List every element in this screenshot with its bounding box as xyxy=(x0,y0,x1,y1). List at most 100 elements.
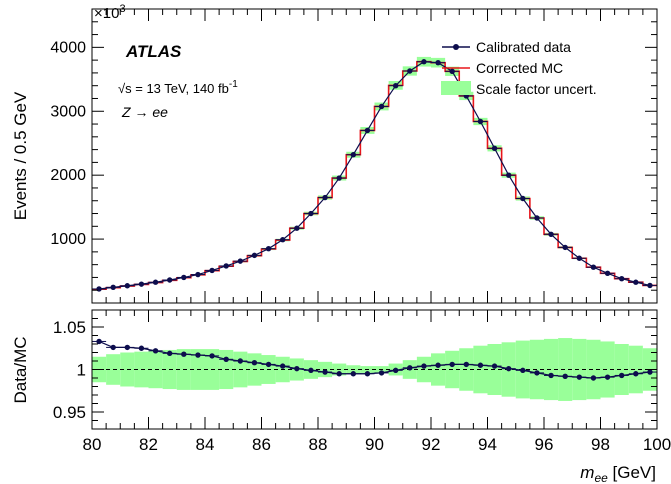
legend-data-marker xyxy=(453,44,459,50)
ratio-point xyxy=(251,360,258,366)
x-tick-label: 96 xyxy=(535,435,554,454)
x-tick-label: 82 xyxy=(139,435,158,454)
ratio-point xyxy=(633,371,639,377)
ratio-point xyxy=(421,363,427,369)
data-point xyxy=(166,277,173,283)
data-point xyxy=(251,252,258,259)
ratio-point xyxy=(209,353,215,359)
data-point xyxy=(209,267,215,274)
x-tick-label: 88 xyxy=(309,435,328,454)
data-point xyxy=(265,245,272,252)
exponent-label: ×103 xyxy=(94,3,126,22)
ratio-point xyxy=(505,365,512,372)
main-panel: 1000 2000 3000 4000 xyxy=(50,8,658,304)
process-label: Z → ee xyxy=(121,104,168,120)
x-tick-label: 94 xyxy=(478,435,497,454)
ratio-point xyxy=(138,345,145,351)
ratio-y-axis-label: Data/MC xyxy=(11,336,30,403)
data-point xyxy=(449,68,455,75)
data-point xyxy=(562,244,568,251)
ratio-point xyxy=(392,367,399,374)
ratio-point xyxy=(96,338,102,345)
ratio-point xyxy=(294,365,300,372)
atlas-label: ATLAS xyxy=(125,42,182,61)
x-tick-label: 86 xyxy=(252,435,271,454)
ratio-point xyxy=(618,372,625,379)
ratio-point xyxy=(237,358,244,364)
data-point xyxy=(237,258,244,264)
data-connect-line xyxy=(98,61,651,290)
data-point xyxy=(576,255,583,261)
ratio-point xyxy=(322,369,328,375)
x-tick-label: 98 xyxy=(591,435,610,454)
data-point xyxy=(534,215,540,221)
ratio-point xyxy=(181,351,187,357)
ratio-point xyxy=(449,361,455,368)
ratio-y-tick-label: 1 xyxy=(77,361,86,380)
ratio-point xyxy=(435,362,441,368)
ratio-band-bin xyxy=(628,345,643,394)
ratio-y-tick-label: 0.95 xyxy=(53,403,86,422)
ratio-point xyxy=(336,371,342,377)
ratio-point xyxy=(378,370,385,376)
x-tick-label: 80 xyxy=(83,435,102,454)
ratio-point xyxy=(491,363,498,369)
ratio-point xyxy=(534,370,540,376)
ratio-band-bin xyxy=(558,338,573,401)
energy-label: √s = 13 TeV, 140 fb-1 xyxy=(118,79,238,96)
legend-mc-label: Corrected MC xyxy=(476,60,563,76)
ratio-point xyxy=(407,365,413,371)
ratio-point xyxy=(520,367,526,374)
x-tick-label: 84 xyxy=(196,435,215,454)
data-point xyxy=(477,118,484,125)
data-point xyxy=(604,270,611,276)
legend-data-label: Calibrated data xyxy=(476,39,571,55)
data-point xyxy=(350,152,357,158)
data-point xyxy=(181,274,187,281)
legend-band-swatch xyxy=(441,81,471,95)
ratio-point xyxy=(477,362,484,368)
top-y-tick-label: 4000 xyxy=(50,39,86,56)
data-point xyxy=(378,103,385,110)
data-point xyxy=(152,279,159,285)
ratio-point xyxy=(166,350,173,357)
x-tick-label: 92 xyxy=(422,435,441,454)
ratio-point xyxy=(576,374,583,380)
ratio-point xyxy=(124,344,131,351)
data-point xyxy=(336,175,342,181)
x-axis-label: mee [GeV] xyxy=(580,463,656,484)
ratio-band-bin xyxy=(614,344,629,395)
ratio-point xyxy=(195,352,201,358)
data-point xyxy=(110,284,116,291)
data-point xyxy=(421,59,427,65)
ratio-point xyxy=(152,348,159,354)
ratio-point xyxy=(110,344,116,351)
data-point xyxy=(392,82,399,89)
top-y-tick-label: 1000 xyxy=(50,231,86,248)
data-point xyxy=(590,264,597,270)
data-point xyxy=(520,195,526,202)
ratio-point xyxy=(265,361,272,368)
data-point xyxy=(491,145,498,152)
data-point xyxy=(195,271,201,278)
ratio-band-bin xyxy=(544,338,559,401)
ratio-point xyxy=(647,369,653,375)
ratio-point xyxy=(223,356,229,362)
x-tick-label: 90 xyxy=(365,435,384,454)
ratio-band-bin xyxy=(600,341,615,398)
data-point xyxy=(647,282,653,289)
top-y-axis-label: Events / 0.5 GeV xyxy=(11,91,30,220)
ratio-point xyxy=(548,372,554,379)
data-point xyxy=(633,279,639,285)
ratio-point xyxy=(279,363,286,369)
legend: Calibrated data Corrected MC Scale facto… xyxy=(441,39,597,97)
data-point xyxy=(407,68,413,74)
x-tick-label: 100 xyxy=(643,435,671,454)
data-point xyxy=(618,276,625,282)
ratio-point xyxy=(463,361,470,368)
ratio-y-tick-label: 1.05 xyxy=(53,318,86,337)
top-y-tick-label: 2000 xyxy=(50,167,86,184)
data-point xyxy=(548,231,554,237)
data-point xyxy=(294,225,300,231)
